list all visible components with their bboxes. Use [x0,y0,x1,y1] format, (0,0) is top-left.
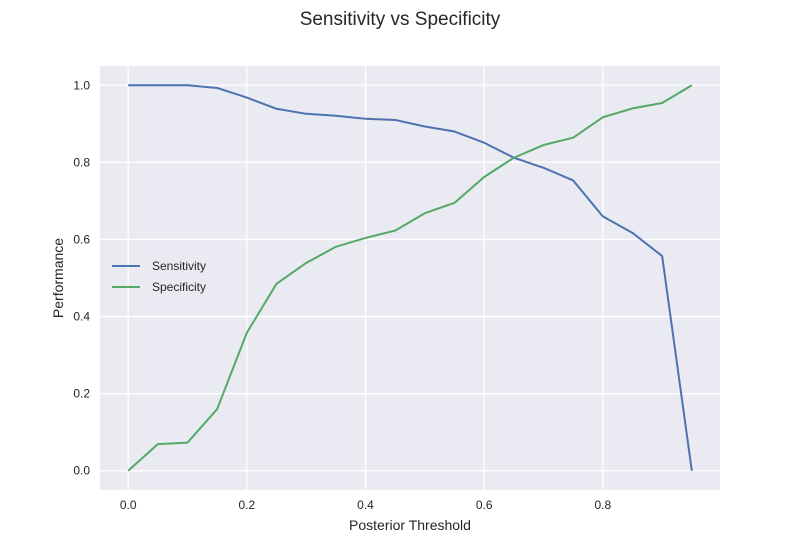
x-tick-label: 0.0 [120,498,137,512]
grid [100,66,720,490]
x-tick-label: 0.6 [476,498,493,512]
x-axis-ticks: 0.0 0.2 0.4 0.6 0.8 [120,498,612,512]
y-axis-ticks: 0.0 0.2 0.4 0.6 0.8 1.0 [73,78,90,477]
y-axis-label: Performance [50,238,66,318]
y-tick-label: 0.8 [73,155,90,169]
chart-title: Sensitivity vs Specificity [300,9,501,30]
y-tick-label: 0.2 [73,387,90,401]
y-tick-label: 1.0 [73,78,90,92]
y-tick-label: 0.4 [73,310,90,324]
x-tick-label: 0.2 [238,498,255,512]
plot-area [100,66,720,490]
x-tick-label: 0.8 [594,498,611,512]
series-lines [127,84,693,472]
legend-label-specificity: Specificity [152,280,206,294]
legend-label-sensitivity: Sensitivity [152,259,206,273]
legend: Sensitivity Specificity [112,259,206,294]
x-axis-label: Posterior Threshold [349,517,471,533]
series-line-sensitivity [128,84,693,471]
x-tick-label: 0.4 [357,498,374,512]
y-tick-label: 0.6 [73,232,90,246]
y-tick-label: 0.0 [73,464,90,478]
series-line-specificity [127,84,693,472]
